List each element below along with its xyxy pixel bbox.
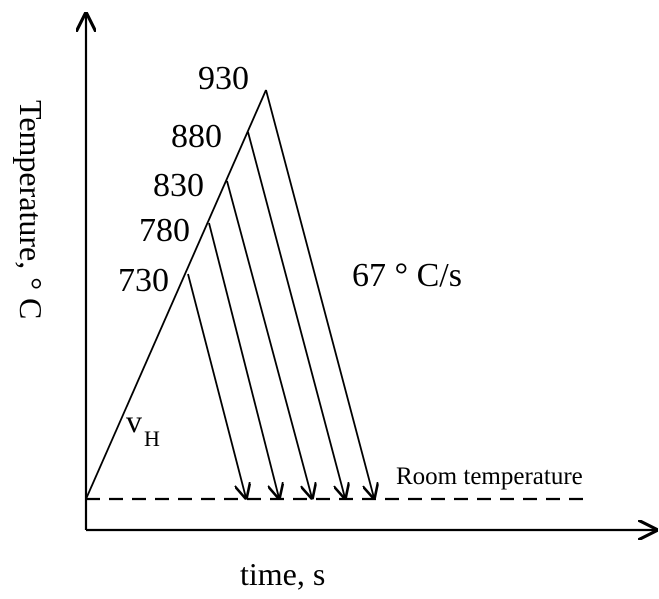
cooling-line-830	[226, 180, 312, 498]
cooling-line-780	[208, 222, 279, 498]
cooling-line-930	[265, 89, 374, 498]
heating-line	[85, 89, 267, 500]
peak-label-930: 930	[198, 60, 249, 97]
peak-label-730: 730	[118, 262, 169, 299]
heating-rate-symbol: v	[126, 403, 142, 439]
peak-label-880: 880	[171, 118, 222, 155]
x-axis-label: time, s	[240, 556, 325, 592]
peak-label-830: 830	[153, 167, 204, 204]
room-temperature-label: Room temperature	[396, 463, 583, 490]
cooling-line-730	[187, 273, 246, 498]
heating-rate-subscript: H	[144, 426, 160, 451]
cooling-line-880	[247, 131, 345, 498]
cooling-rate-label: 67 ° C/s	[352, 257, 462, 294]
y-axis-label: Temperature, ° C	[13, 100, 49, 319]
peak-label-780: 780	[139, 212, 190, 249]
